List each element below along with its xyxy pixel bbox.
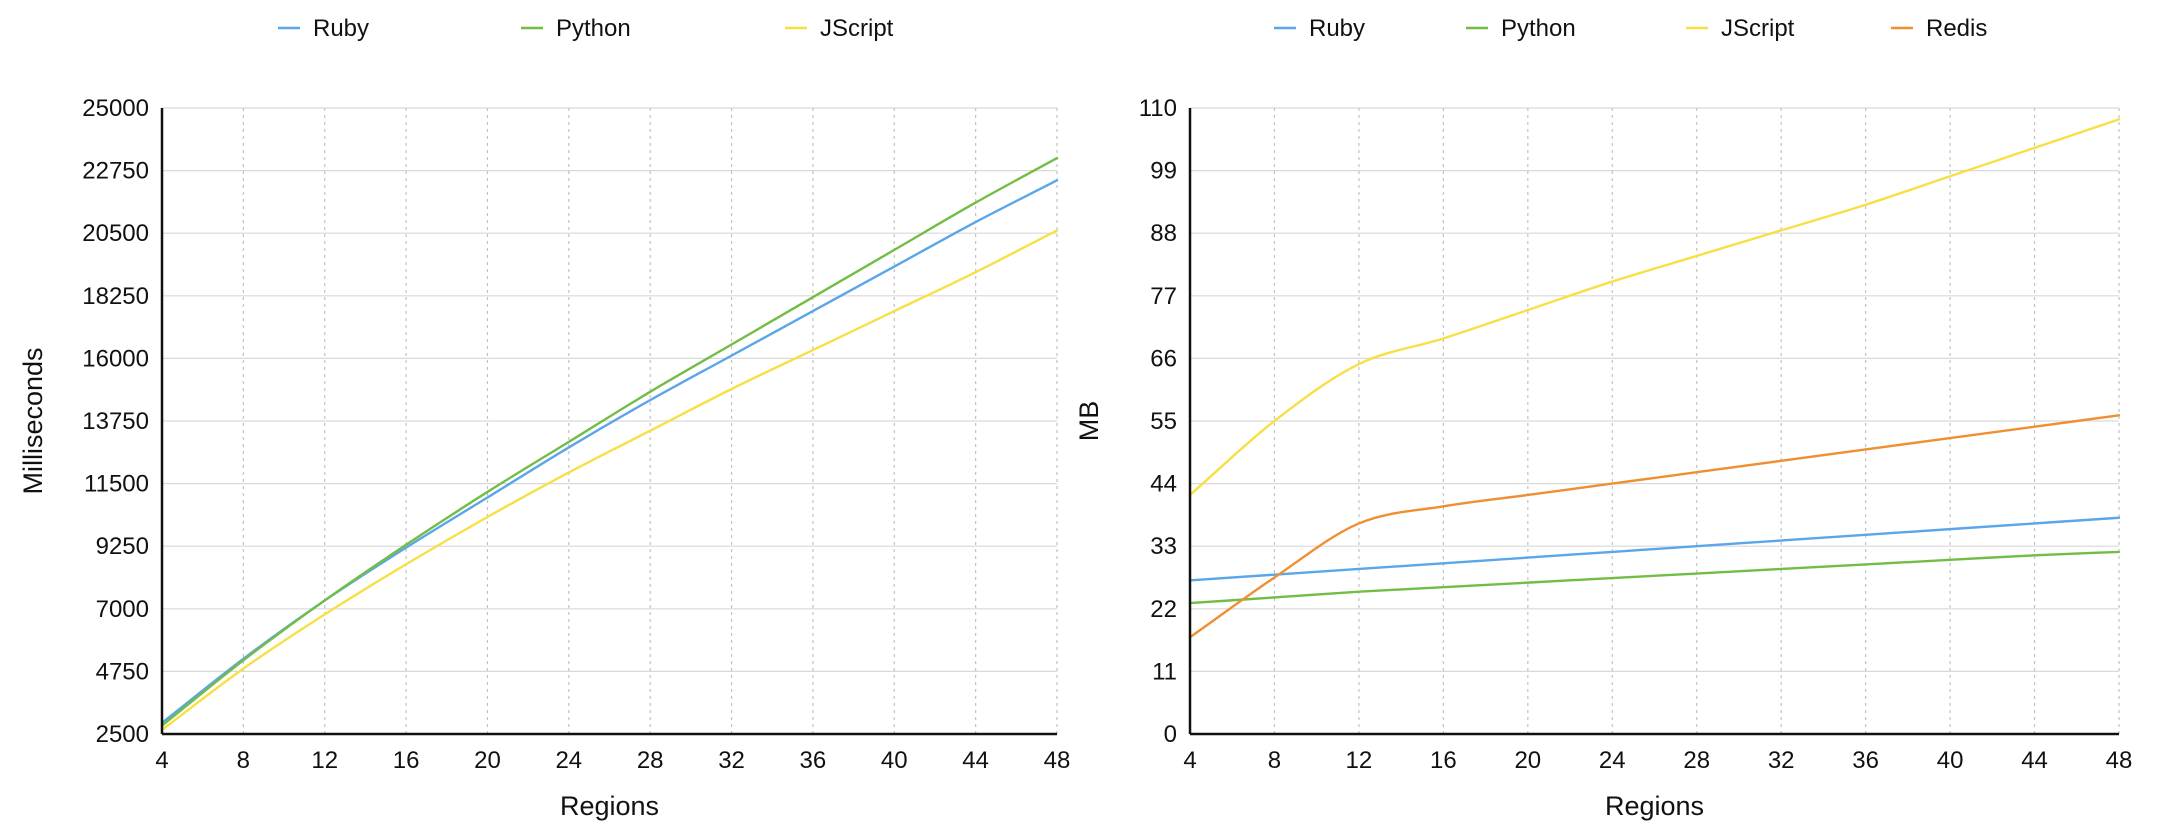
- milliseconds-chart: 2500 4750 7000 9250 11500 13750 16000 18250 2050…: [18, 15, 1070, 821]
- axes: [160, 108, 1057, 736]
- y-tick-label: 22: [1150, 596, 1177, 623]
- legend-label: JScript: [820, 15, 894, 42]
- x-tick-label: 20: [474, 747, 501, 774]
- x-axis-title: Regions: [1605, 791, 1704, 821]
- x-tick-label: 16: [393, 747, 420, 774]
- legend-item-ruby: Ruby: [1274, 15, 1365, 42]
- x-axis-title: Regions: [560, 791, 659, 821]
- y-tick-label: 88: [1150, 220, 1177, 247]
- x-tick-label: 28: [637, 747, 664, 774]
- y-tick-label: 55: [1150, 408, 1177, 435]
- y-tick-label: 44: [1150, 471, 1177, 498]
- x-tick-label: 36: [1852, 747, 1879, 774]
- y-tick-label: 0: [1164, 721, 1177, 748]
- y-tick-label: 77: [1150, 283, 1177, 310]
- y-tick-label: 13750: [82, 408, 149, 435]
- x-tick-label: 40: [1937, 747, 1964, 774]
- x-tick-label: 12: [311, 747, 338, 774]
- x-tick-label: 8: [237, 747, 250, 774]
- y-tick-label: 25000: [82, 95, 149, 122]
- series-lines: [1188, 118, 2121, 639]
- legend: Ruby Python JScript: [278, 15, 894, 42]
- series-line-python: [1188, 550, 2121, 605]
- x-tick-label: 24: [1599, 747, 1626, 774]
- series-line-jscript: [160, 229, 1059, 732]
- x-tick-label: 4: [1183, 747, 1196, 774]
- y-tick-label: 7000: [96, 596, 149, 623]
- legend-item-python: Python: [1466, 15, 1576, 42]
- x-tick-label: 40: [881, 747, 908, 774]
- y-tick-label: 33: [1150, 533, 1177, 560]
- legend-label: Ruby: [313, 15, 369, 42]
- series-line-jscript: [1188, 118, 2121, 497]
- legend-label: Python: [556, 15, 631, 42]
- x-tick-label: 20: [1514, 747, 1541, 774]
- legend-item-python: Python: [521, 15, 631, 42]
- x-tick-label: 48: [2106, 747, 2133, 774]
- series-line-python: [160, 156, 1059, 727]
- y-tick-label: 2500: [96, 721, 149, 748]
- x-tick-label: 28: [1683, 747, 1710, 774]
- legend-label: Redis: [1926, 15, 1987, 42]
- y-tick-label: 20500: [82, 220, 149, 247]
- grid: [1190, 107, 2120, 734]
- legend-label: JScript: [1721, 15, 1795, 42]
- grid: [162, 107, 1058, 734]
- legend-item-redis: Redis: [1891, 15, 1987, 42]
- y-tick-label: 18250: [82, 283, 149, 310]
- x-tick-label: 32: [1768, 747, 1795, 774]
- tick-labels: 2500 4750 7000 9250 11500 13750 16000 18250 2050…: [82, 95, 1070, 774]
- x-tick-label: 24: [555, 747, 582, 774]
- legend-label: Ruby: [1309, 15, 1365, 42]
- y-tick-label: 110: [1139, 95, 1177, 122]
- legend-item-jscript: JScript: [1686, 15, 1795, 42]
- series-lines: [160, 156, 1059, 732]
- legend-label: Python: [1501, 15, 1576, 42]
- series-line-redis: [1188, 414, 2121, 639]
- y-tick-label: 16000: [82, 345, 149, 372]
- axes: [1188, 108, 2119, 736]
- legend: Ruby Python JScript Redis: [1274, 15, 1987, 42]
- legend-item-ruby: Ruby: [278, 15, 369, 42]
- legend-item-jscript: JScript: [785, 15, 894, 42]
- y-tick-label: 4750: [96, 658, 149, 685]
- x-tick-label: 12: [1346, 747, 1373, 774]
- y-tick-label: 99: [1150, 158, 1177, 185]
- y-axis-title: Milliseconds: [18, 347, 48, 494]
- y-tick-label: 66: [1150, 345, 1177, 372]
- x-tick-label: 44: [2021, 747, 2048, 774]
- x-tick-label: 4: [155, 747, 168, 774]
- series-line-ruby: [1188, 516, 2121, 582]
- x-tick-label: 36: [800, 747, 827, 774]
- x-tick-label: 8: [1268, 747, 1281, 774]
- y-tick-label: 9250: [96, 533, 149, 560]
- x-tick-label: 48: [1044, 747, 1071, 774]
- y-axis-title: MB: [1074, 401, 1104, 442]
- x-tick-label: 44: [962, 747, 989, 774]
- y-tick-label: 11500: [84, 471, 149, 498]
- x-tick-label: 16: [1430, 747, 1457, 774]
- y-tick-label: 22750: [82, 158, 149, 185]
- x-tick-label: 32: [718, 747, 745, 774]
- y-tick-label: 11: [1152, 658, 1177, 685]
